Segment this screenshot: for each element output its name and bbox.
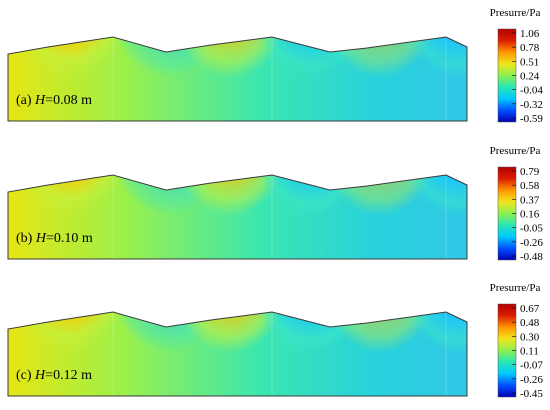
panel-label: (b) H=0.10 m xyxy=(16,231,93,246)
panel-label: (a) H=0.08 m xyxy=(16,93,92,108)
colorbar-tick-label: 0.48 xyxy=(520,317,540,329)
colorbar-tick-label: 0.16 xyxy=(520,209,540,221)
panel-b: (b) H=0.10 m Presurre/Pa 0.79 0.58 0.37 0.16 -… xyxy=(7,145,543,263)
colorbar-tick-label: 0.24 xyxy=(520,71,540,83)
colorbar-tick-label: 0.11 xyxy=(520,346,539,358)
roof-outline xyxy=(7,174,468,260)
colorbar-tick-label: 0.51 xyxy=(520,56,539,68)
colorbar-tick-label: 0.78 xyxy=(520,42,540,54)
colorbar-tick-label: -0.26 xyxy=(520,237,543,249)
colorbar-tick-label: -0.05 xyxy=(520,223,543,235)
colorbar-tick-label: -0.32 xyxy=(520,99,543,111)
colorbar-tick-label: 0.67 xyxy=(520,303,540,315)
colorbar-tick-label: -0.48 xyxy=(520,251,543,263)
colorbar-tick-label: -0.45 xyxy=(520,388,543,400)
colorbar-title: Presurre/Pa xyxy=(490,282,541,294)
colorbar-title: Presurre/Pa xyxy=(490,7,541,19)
roof-outline xyxy=(7,311,468,397)
colorbar-title: Presurre/Pa xyxy=(490,145,541,157)
colorbar-tick-label: -0.59 xyxy=(520,113,543,125)
panel-label: (c) H=0.12 m xyxy=(16,368,92,383)
colorbar-tick-label: 0.30 xyxy=(520,331,540,343)
positive-pressure-lobe xyxy=(18,312,122,388)
colorbar-tick-label: 0.58 xyxy=(520,180,540,192)
colorbar-tick-label: 0.79 xyxy=(520,166,540,178)
panel-a: (a) H=0.08 m Presurre/Pa 1.06 0.78 0.51 0.24 -… xyxy=(7,7,543,125)
colorbar-tick-label: 1.06 xyxy=(520,28,540,40)
positive-pressure-lobe xyxy=(18,175,122,251)
colorbar-tick-label: -0.04 xyxy=(520,85,543,97)
colorbar-tick-label: -0.07 xyxy=(520,360,543,372)
panel-c: (c) H=0.12 m Presurre/Pa 0.67 0.48 0.30 0.11 -… xyxy=(7,282,543,400)
colorbar-tick-label: -0.26 xyxy=(520,374,543,386)
roof-outline xyxy=(7,36,468,122)
colorbar-tick-label: 0.37 xyxy=(520,194,540,206)
